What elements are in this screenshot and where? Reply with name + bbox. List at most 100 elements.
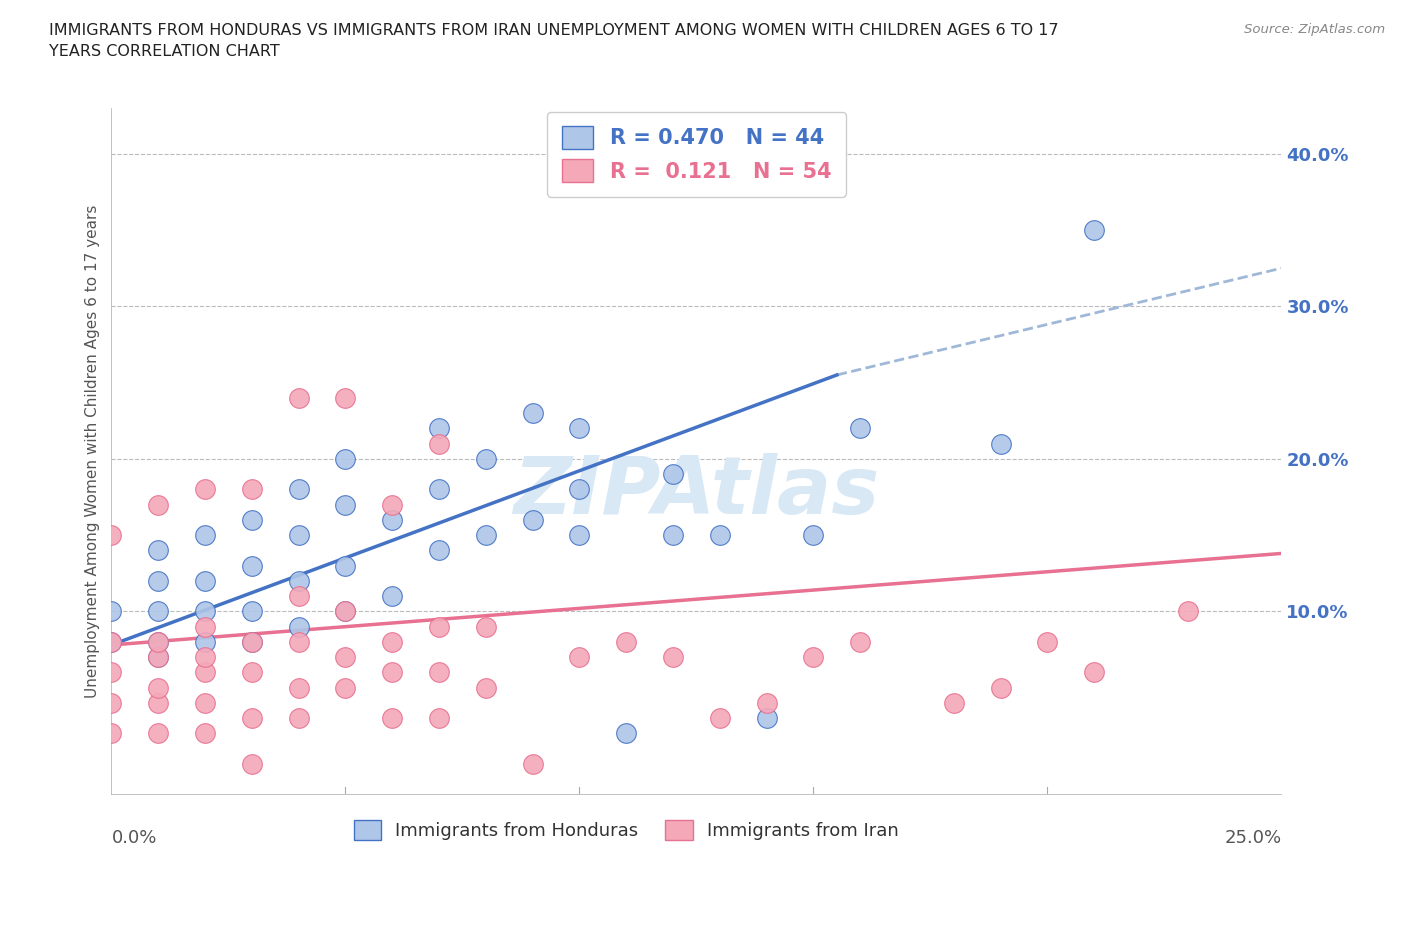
Point <box>287 589 309 604</box>
Point <box>568 482 591 497</box>
Point <box>335 498 357 512</box>
Point <box>427 619 450 634</box>
Point <box>381 589 404 604</box>
Point <box>194 665 217 680</box>
Point <box>427 436 450 451</box>
Point <box>240 634 263 649</box>
Point <box>287 634 309 649</box>
Point <box>148 680 170 695</box>
Point <box>240 634 263 649</box>
Point <box>381 711 404 725</box>
Point <box>240 711 263 725</box>
Point <box>287 680 309 695</box>
Text: ZIPAtlas: ZIPAtlas <box>513 454 880 531</box>
Point <box>194 634 217 649</box>
Point <box>287 574 309 589</box>
Point <box>240 665 263 680</box>
Point <box>287 711 309 725</box>
Point <box>475 680 498 695</box>
Point <box>803 650 825 665</box>
Point <box>287 391 309 405</box>
Point <box>240 512 263 527</box>
Point <box>287 619 309 634</box>
Point <box>522 756 544 771</box>
Text: IMMIGRANTS FROM HONDURAS VS IMMIGRANTS FROM IRAN UNEMPLOYMENT AMONG WOMEN WITH C: IMMIGRANTS FROM HONDURAS VS IMMIGRANTS F… <box>49 23 1059 60</box>
Point <box>1083 665 1105 680</box>
Point <box>335 391 357 405</box>
Legend: Immigrants from Honduras, Immigrants from Iran: Immigrants from Honduras, Immigrants fro… <box>346 813 905 847</box>
Point <box>335 558 357 573</box>
Point <box>194 619 217 634</box>
Point <box>240 756 263 771</box>
Point <box>475 451 498 466</box>
Point <box>381 512 404 527</box>
Point <box>662 650 685 665</box>
Point <box>194 726 217 741</box>
Point <box>381 498 404 512</box>
Y-axis label: Unemployment Among Women with Children Ages 6 to 17 years: Unemployment Among Women with Children A… <box>86 205 100 698</box>
Point <box>194 650 217 665</box>
Point <box>148 726 170 741</box>
Point <box>990 680 1012 695</box>
Point <box>240 558 263 573</box>
Point <box>335 680 357 695</box>
Point <box>335 451 357 466</box>
Point <box>194 574 217 589</box>
Point <box>1036 634 1059 649</box>
Point <box>335 650 357 665</box>
Point <box>662 467 685 482</box>
Point <box>148 634 170 649</box>
Point <box>475 527 498 542</box>
Point <box>148 543 170 558</box>
Point <box>381 665 404 680</box>
Point <box>100 604 122 618</box>
Point <box>568 527 591 542</box>
Point <box>100 726 122 741</box>
Point <box>194 527 217 542</box>
Point <box>100 527 122 542</box>
Point <box>148 650 170 665</box>
Point <box>335 604 357 618</box>
Point <box>522 405 544 420</box>
Point <box>709 711 731 725</box>
Point <box>755 696 778 711</box>
Point <box>1083 222 1105 237</box>
Point <box>240 604 263 618</box>
Text: 25.0%: 25.0% <box>1225 829 1281 846</box>
Point <box>427 711 450 725</box>
Point <box>662 527 685 542</box>
Point <box>755 711 778 725</box>
Point <box>148 574 170 589</box>
Point <box>568 650 591 665</box>
Point <box>148 696 170 711</box>
Point <box>335 604 357 618</box>
Point <box>427 543 450 558</box>
Point <box>614 634 637 649</box>
Point <box>194 696 217 711</box>
Point <box>568 421 591 436</box>
Point <box>100 696 122 711</box>
Point <box>287 527 309 542</box>
Point <box>427 665 450 680</box>
Point <box>427 421 450 436</box>
Point <box>381 634 404 649</box>
Point <box>614 726 637 741</box>
Point <box>148 604 170 618</box>
Point <box>849 634 872 649</box>
Text: 0.0%: 0.0% <box>111 829 157 846</box>
Point <box>475 619 498 634</box>
Point <box>849 421 872 436</box>
Point <box>709 527 731 542</box>
Text: Source: ZipAtlas.com: Source: ZipAtlas.com <box>1244 23 1385 36</box>
Point <box>194 482 217 497</box>
Point <box>427 482 450 497</box>
Point <box>1177 604 1199 618</box>
Point <box>803 527 825 542</box>
Point <box>100 634 122 649</box>
Point <box>148 650 170 665</box>
Point <box>522 512 544 527</box>
Point <box>194 604 217 618</box>
Point <box>148 498 170 512</box>
Point <box>100 665 122 680</box>
Point <box>100 634 122 649</box>
